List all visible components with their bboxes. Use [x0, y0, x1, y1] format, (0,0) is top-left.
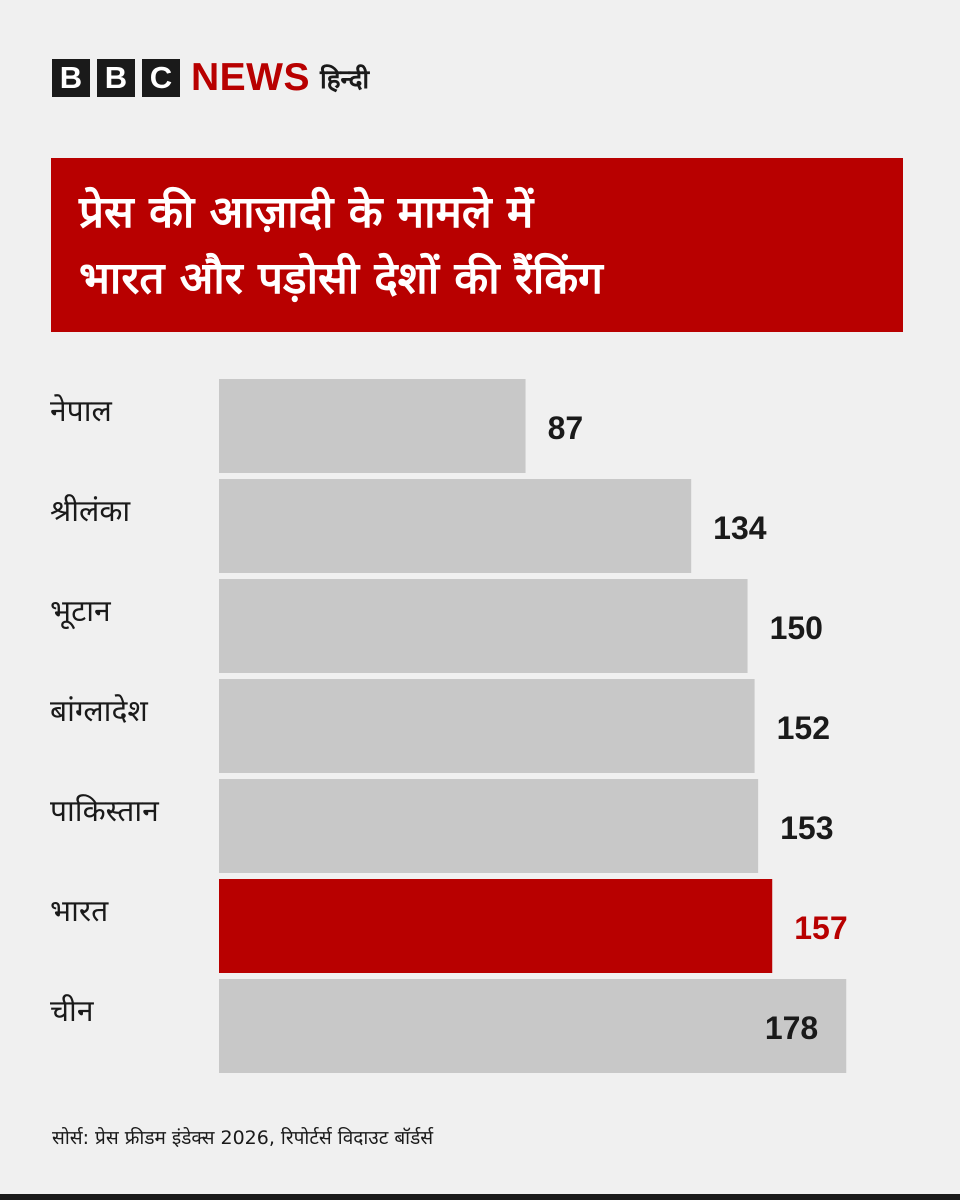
bbc-letter-b1: B [52, 59, 90, 97]
category-label: चीन [50, 994, 95, 1029]
bar-chart: नेपाल 87 श्रीलंका 134 भूटान 150 बांग्लादेश 152 प… [50, 379, 848, 1073]
value-label: 150 [770, 610, 823, 646]
headline-line-1: प्रेस की आज़ादी के मामले में [79, 187, 534, 238]
source-note: सोर्स: प्रेस फ्रीडम इंडेक्स 2026, रिपोर्… [52, 1127, 434, 1149]
brand-language: हिन्दी [320, 65, 370, 95]
headline-line-2: भारत और पड़ोसी देशों की रैंकिंग [79, 253, 603, 304]
value-label: 157 [794, 910, 847, 946]
category-label: भूटान [50, 594, 112, 630]
bbc-letter-c: C [142, 59, 180, 97]
bar [219, 679, 755, 773]
bar [219, 879, 773, 973]
category-label: बांग्लादेश [50, 694, 148, 729]
bottom-rule [0, 1194, 960, 1200]
value-label: 153 [780, 810, 833, 846]
brand-news: NEWS [191, 56, 310, 99]
value-label: 87 [548, 410, 584, 446]
value-label: 178 [765, 1010, 818, 1046]
bar [219, 379, 526, 473]
bar [219, 979, 847, 1073]
value-label: 152 [777, 710, 830, 746]
value-label: 134 [713, 510, 767, 546]
bar [219, 779, 759, 873]
category-label: नेपाल [50, 394, 112, 429]
category-label: श्रीलंका [50, 494, 131, 529]
headline-box: प्रेस की आज़ादी के मामले में भारत और पड़… [51, 158, 903, 332]
bar [219, 479, 692, 573]
bar [219, 579, 748, 673]
category-label: भारत [50, 894, 109, 929]
category-label: पाकिस्तान [50, 794, 160, 829]
bbc-letter-b2: B [97, 59, 135, 97]
brand-logo: B B C NEWS हिन्दी [52, 56, 369, 100]
